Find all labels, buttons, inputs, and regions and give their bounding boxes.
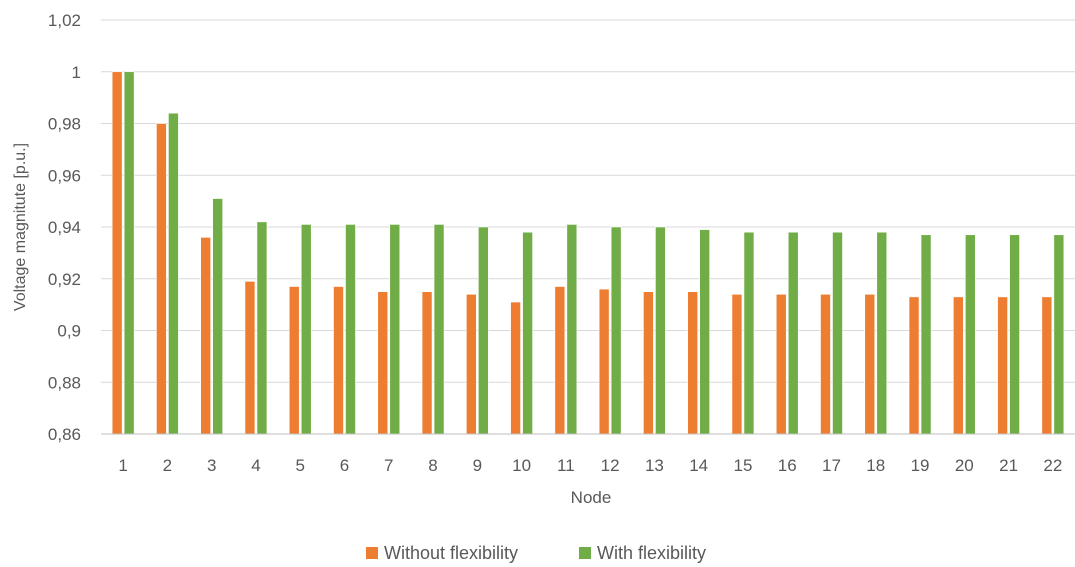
x-axis-tick-labels: 1 2 3 4 5 6 7 8 9 10 11 12 13 14 15 16 17 18 19 20 21 22 [118, 456, 1062, 475]
bar-with-flexibility-node-2 [168, 112, 179, 435]
legend-swatch-without-flexibility [366, 547, 378, 559]
bar-without-flexibility-node-16 [775, 293, 787, 435]
y-tick-label: 0,96 [48, 166, 81, 185]
bar-with-flexibility-node-6 [345, 224, 356, 435]
bar-without-flexibility-node-22 [1041, 296, 1053, 435]
x-tick-label: 1 [118, 456, 127, 475]
bar-without-flexibility-node-12 [598, 288, 610, 435]
bar-without-flexibility-node-21 [997, 296, 1008, 435]
x-tick-label: 17 [822, 456, 841, 475]
bar-with-flexibility-node-22 [1053, 234, 1065, 435]
x-tick-label: 20 [955, 456, 974, 475]
legend-label-with-flexibility: With flexibility [597, 543, 706, 563]
bars [111, 71, 1065, 435]
y-tick-label: 1 [72, 63, 81, 82]
x-axis-label: Node [571, 488, 612, 507]
x-tick-label: 3 [207, 456, 216, 475]
bar-with-flexibility-node-9 [478, 226, 489, 435]
x-tick-label: 16 [778, 456, 797, 475]
bar-without-flexibility-node-9 [466, 293, 477, 435]
x-tick-label: 14 [689, 456, 708, 475]
y-tick-label: 0,92 [48, 270, 81, 289]
bar-with-flexibility-node-12 [610, 226, 622, 435]
bar-with-flexibility-node-21 [1009, 234, 1020, 435]
bar-with-flexibility-node-4 [256, 221, 268, 435]
x-tick-label: 9 [473, 456, 482, 475]
bar-without-flexibility-node-7 [377, 291, 389, 435]
bar-without-flexibility-node-1 [111, 71, 123, 435]
bar-without-flexibility-node-17 [820, 293, 831, 435]
x-tick-label: 12 [601, 456, 620, 475]
y-tick-label: 0,86 [48, 425, 81, 444]
bar-with-flexibility-node-20 [965, 234, 976, 435]
bar-without-flexibility-node-20 [953, 296, 964, 435]
bar-with-flexibility-node-18 [876, 231, 888, 435]
x-tick-label: 22 [1043, 456, 1062, 475]
bar-with-flexibility-node-11 [566, 224, 578, 435]
bar-without-flexibility-node-8 [421, 291, 433, 435]
bar-without-flexibility-node-4 [244, 281, 256, 435]
y-tick-label: 0,9 [57, 322, 81, 341]
bar-with-flexibility-node-1 [123, 71, 135, 435]
y-tick-label: 0,94 [48, 218, 81, 237]
x-tick-label: 6 [340, 456, 349, 475]
bar-without-flexibility-node-5 [288, 286, 300, 435]
bar-without-flexibility-node-18 [864, 293, 876, 435]
bar-with-flexibility-node-10 [522, 231, 533, 435]
x-tick-label: 8 [428, 456, 437, 475]
y-axis-label: Voltage magnitute [p.u.] [12, 143, 29, 311]
bar-with-flexibility-node-7 [389, 224, 401, 435]
x-tick-label: 15 [733, 456, 752, 475]
y-axis-tick-labels: 0,86 0,88 0,9 0,92 0,94 0,96 0,98 1 1,02 [48, 11, 81, 444]
bar-with-flexibility-node-8 [433, 224, 445, 435]
bar-without-flexibility-node-19 [908, 296, 920, 435]
y-tick-label: 1,02 [48, 11, 81, 30]
bar-with-flexibility-node-5 [300, 224, 312, 435]
bar-with-flexibility-node-15 [743, 231, 755, 435]
x-tick-label: 13 [645, 456, 664, 475]
legend: Without flexibility With flexibility [366, 543, 706, 563]
x-tick-label: 18 [866, 456, 885, 475]
bar-without-flexibility-node-3 [200, 237, 211, 435]
x-tick-label: 21 [999, 456, 1018, 475]
bar-with-flexibility-node-14 [699, 229, 710, 435]
bar-without-flexibility-node-13 [643, 291, 654, 435]
bar-with-flexibility-node-16 [787, 231, 799, 435]
legend-swatch-with-flexibility [579, 547, 591, 559]
bar-with-flexibility-node-19 [920, 234, 932, 435]
bar-without-flexibility-node-14 [687, 291, 698, 435]
x-tick-label: 2 [163, 456, 172, 475]
y-tick-label: 0,98 [48, 115, 81, 134]
x-tick-label: 5 [295, 456, 304, 475]
x-tick-label: 10 [512, 456, 531, 475]
bar-with-flexibility-node-3 [212, 198, 223, 435]
bar-without-flexibility-node-15 [731, 293, 743, 435]
bar-without-flexibility-node-10 [510, 301, 521, 435]
bar-with-flexibility-node-17 [832, 231, 843, 435]
bar-with-flexibility-node-13 [655, 226, 666, 435]
y-tick-label: 0,88 [48, 373, 81, 392]
x-tick-label: 11 [557, 456, 575, 475]
bar-without-flexibility-node-6 [333, 286, 344, 435]
bar-without-flexibility-node-2 [156, 123, 167, 435]
x-tick-label: 7 [384, 456, 393, 475]
bar-without-flexibility-node-11 [554, 286, 566, 435]
x-tick-label: 19 [911, 456, 930, 475]
legend-label-without-flexibility: Without flexibility [384, 543, 518, 563]
x-tick-label: 4 [251, 456, 260, 475]
